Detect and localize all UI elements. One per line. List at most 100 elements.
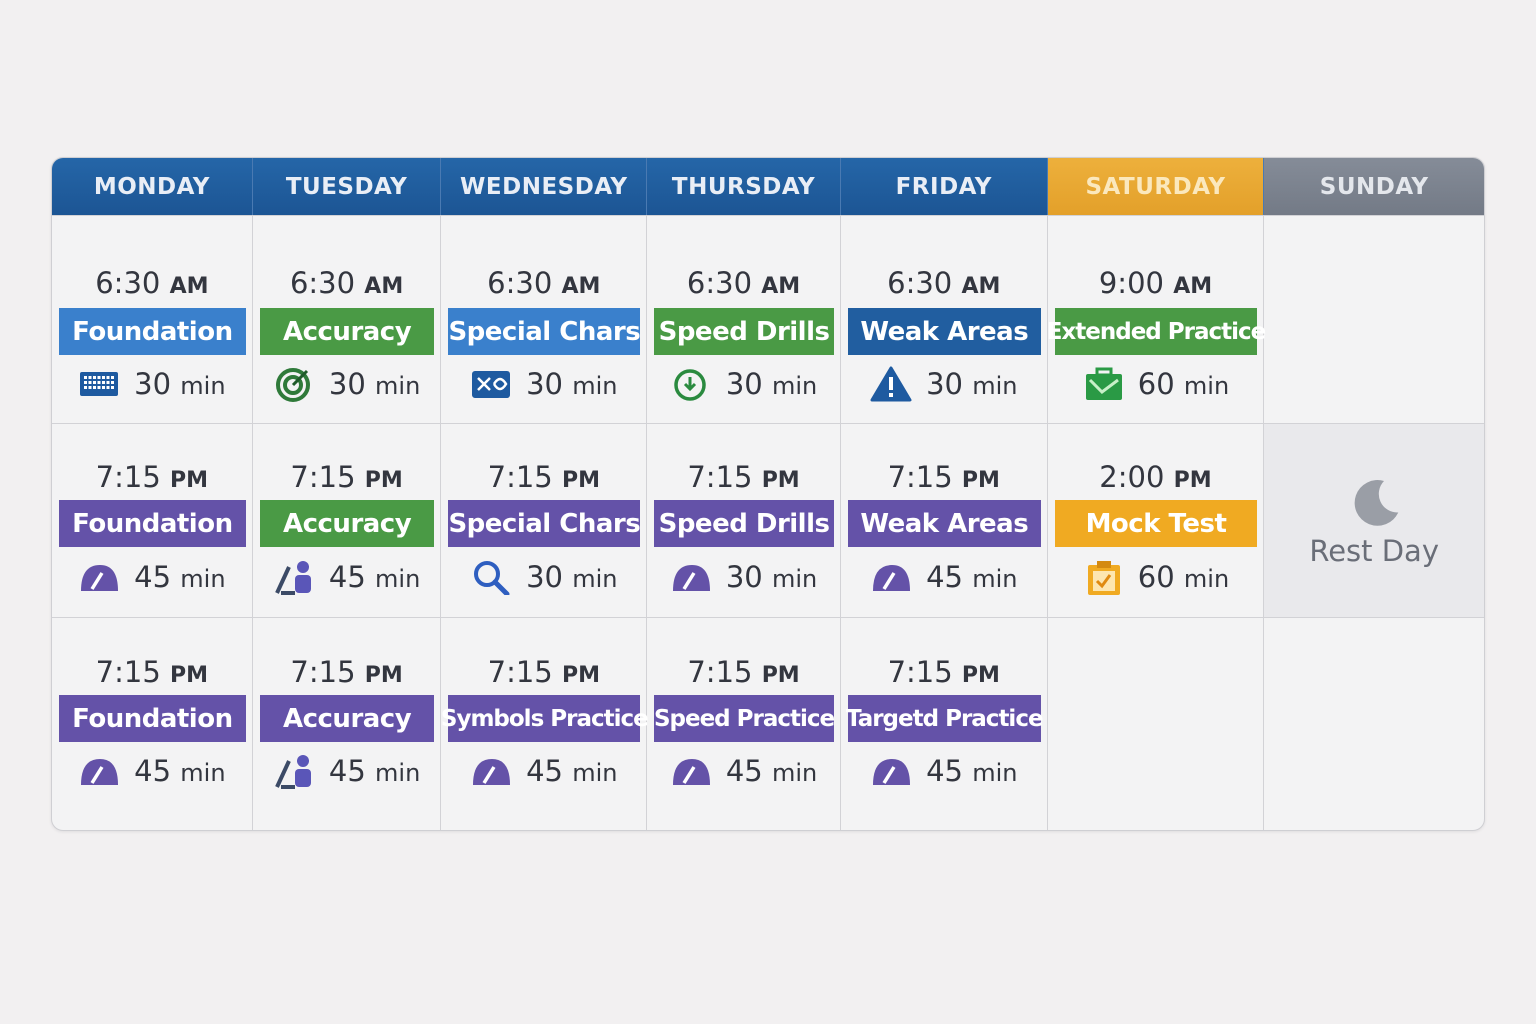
session-time: 6:30 AM [647,266,840,300]
target-icon [275,368,310,402]
session-duration: 45 min [253,753,441,789]
magnifier-icon [474,561,510,595]
session-label[interactable]: Accuracy [259,308,435,355]
time-ampm: PM [170,468,209,493]
time-value: 7:15 [887,460,953,494]
duration-unit: min [1183,372,1230,400]
time-value: 6:30 [95,266,161,300]
time-value: 9:00 [1098,266,1164,300]
session-duration: 30 min [441,559,646,595]
briefcase-icon [1085,367,1122,400]
session-label[interactable]: Weak Areas [847,500,1041,547]
time-value: 7:15 [687,655,753,689]
session-label[interactable]: Extended Practice [1047,308,1266,355]
session-duration: 30 min [647,366,840,402]
clipboard-icon [1087,561,1120,595]
session-time: 7:15 PM [52,655,252,689]
session-label[interactable]: Foundation [59,308,246,355]
time-ampm: PM [1173,468,1212,493]
day-header-saturday: SATURDAY [1047,158,1265,215]
time-ampm: AM [961,274,1001,299]
session-label[interactable]: Speed Practice [654,695,835,742]
duration-unit: min [1183,565,1230,593]
duration-unit: min [375,759,421,787]
session-label[interactable]: Accuracy [259,500,435,547]
duration-value: 45 [926,754,963,788]
empty-cell [1048,618,1265,830]
time-ampm: PM [561,663,600,688]
session-label[interactable]: Foundation [59,695,246,742]
session-duration: 45 min [253,559,441,595]
session-duration: 45 min [841,753,1047,789]
duration-unit: min [572,372,618,400]
day-header-row: MONDAY TUESDAY WEDNESDAY THURSDAY FRIDAY SATU… [52,158,1484,215]
time-value: 7:15 [487,460,553,494]
time-ampm: AM [561,274,601,299]
session-time: 6:30 AM [841,266,1047,300]
session-label[interactable]: Foundation [59,500,246,547]
session-time: 6:30 AM [52,266,252,300]
time-value: 2:00 [1099,460,1165,494]
duration-value: 45 [725,754,763,788]
day-header-wednesday: WEDNESDAY [441,158,648,215]
speedometer-icon [81,565,119,591]
moon-icon [1354,479,1399,526]
session-label[interactable]: Special Chars [448,308,641,355]
duration-value: 45 [134,754,172,788]
duration-unit: min [972,372,1018,400]
session-cell: 7:15 PM Weak Areas 45 min [841,424,1048,617]
session-time: 7:15 PM [253,460,441,494]
session-duration: 30 min [841,366,1047,402]
session-time: 7:15 PM [841,460,1047,494]
duration-unit: min [771,372,818,400]
duration-value: 30 [926,367,963,401]
time-ampm: AM [364,274,404,299]
session-label[interactable]: Mock Test [1054,500,1258,547]
duration-value: 30 [328,367,366,401]
session-cell: 7:15 PM Accuracy 45 min [253,618,442,830]
session-time: 2:00 PM [1048,460,1264,494]
session-cell: 7:15 PM Symbols Practice 45 min [441,618,649,830]
duration-unit: min [972,759,1018,787]
duration-unit: min [180,565,226,593]
session-duration: 45 min [52,559,252,595]
session-label[interactable]: Speed Drills [654,308,834,355]
duration-unit: min [180,759,226,787]
empty-cell [1264,618,1484,830]
time-ampm: PM [961,663,1000,688]
time-value: 7:15 [687,460,753,494]
session-duration: 60 min [1048,366,1264,402]
time-value: 7:15 [487,655,553,689]
session-label[interactable]: Symbols Practice [441,695,649,742]
session-duration: 30 min [441,366,646,402]
time-ampm: AM [761,274,801,299]
time-value: 7:15 [95,655,161,689]
time-ampm: PM [364,468,403,493]
time-ampm: PM [961,468,1000,493]
time-value: 6:30 [686,266,753,300]
session-duration: 30 min [253,366,441,402]
rest-day-label: Rest Day [1309,533,1439,568]
session-label[interactable]: Targetd Practice [846,695,1044,742]
time-value: 6:30 [289,266,356,300]
duration-unit: min [572,565,618,593]
warning-icon [870,366,912,402]
session-label[interactable]: Weak Areas [847,308,1041,355]
session-duration: 45 min [841,559,1047,595]
session-time: 7:15 PM [647,460,840,494]
session-time: 7:15 PM [647,655,840,689]
day-header-sunday: SUNDAY [1264,158,1484,215]
session-duration: 30 min [647,559,840,595]
day-header-monday: MONDAY [52,158,253,215]
duration-value: 30 [725,367,763,401]
duration-value: 45 [926,560,963,594]
session-cell: 6:30 AM Special Chars 30 min [441,216,648,423]
session-time: 7:15 PM [441,655,646,689]
session-label[interactable]: Special Chars [448,500,641,547]
schedule-row: 7:15 PM Foundation 45 min 7:15 PM Accurac… [52,423,1484,617]
session-duration: 30 min [52,366,252,402]
session-cell: 6:30 AM Speed Drills 30 min [647,216,841,423]
duration-value: 30 [526,367,564,401]
session-label[interactable]: Accuracy [259,695,435,742]
session-label[interactable]: Speed Drills [654,500,834,547]
